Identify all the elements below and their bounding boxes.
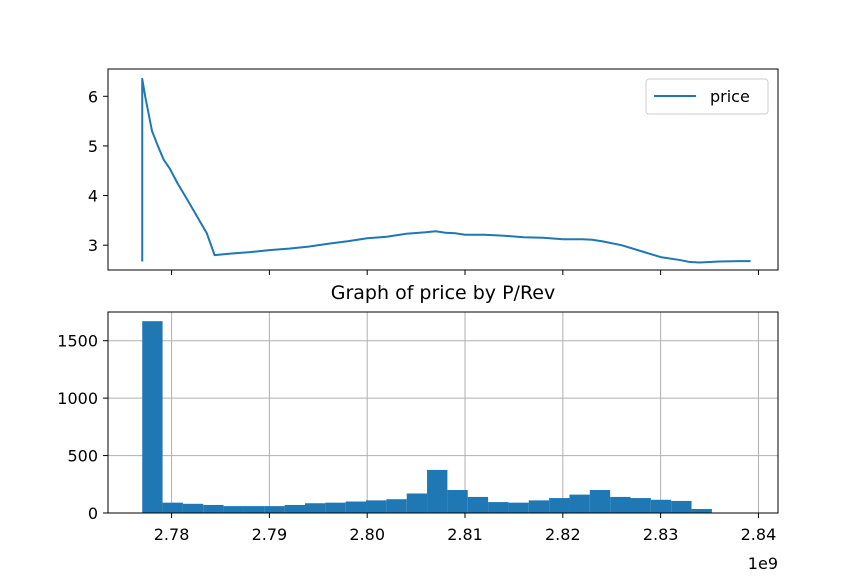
histogram-y-tick-label: 500 [67, 447, 98, 466]
histogram-bar [386, 499, 407, 513]
histogram-y-tick-label: 1000 [57, 389, 98, 408]
histogram-bar [569, 494, 590, 513]
histogram-bar [589, 490, 611, 513]
histogram-x-tick-label: 2.84 [741, 525, 777, 544]
line-chart-frame [107, 68, 779, 271]
histogram-bar [366, 500, 387, 513]
histogram-bar [528, 500, 550, 513]
histogram-title: Graph of price by P/Rev [331, 282, 555, 304]
legend: price [645, 78, 769, 115]
histogram-bar [549, 498, 570, 513]
histogram-bar [467, 496, 489, 513]
histogram-y-tick-label: 0 [88, 504, 98, 523]
histogram-x-tick-label: 2.83 [643, 525, 679, 544]
histogram-bar [264, 506, 285, 513]
histogram-frame [107, 311, 779, 514]
histogram-bar [508, 502, 529, 513]
x-axis-offset-label: 1e9 [748, 554, 778, 573]
price-series-line [141, 77, 751, 264]
histogram-bar [182, 503, 204, 513]
histogram-bar [488, 502, 509, 513]
histogram-bar [243, 506, 265, 513]
histogram-x-tick-label: 2.81 [447, 525, 483, 544]
histogram-bar [345, 501, 367, 513]
histogram-bar [142, 321, 163, 513]
histogram-bar [203, 504, 224, 513]
histogram-y-tick-label: 1500 [57, 332, 98, 351]
line-chart-y-tick-label: 3 [88, 236, 98, 255]
histogram-bars [142, 321, 712, 513]
histogram-x-tick-label: 2.79 [252, 525, 288, 544]
histogram-bar [630, 498, 651, 513]
histogram-bar [610, 496, 631, 513]
histogram-bar [671, 500, 692, 513]
histogram-y-ticks: 0 500 1000 1500 [57, 332, 108, 523]
line-chart-y-ticks: 3 4 5 6 [88, 87, 108, 255]
histogram-x-ticks: 2.78 2.79 2.80 2.81 2.82 2.83 2.84 [154, 513, 776, 544]
histogram-bar [325, 502, 346, 513]
legend-label-price: price [710, 87, 750, 106]
histogram-bar [650, 499, 672, 513]
histogram-bar [406, 493, 428, 513]
histogram-bar [691, 508, 712, 513]
legend-box [645, 78, 769, 115]
line-chart-axes: 3 4 5 6 price [88, 68, 779, 275]
line-chart-y-tick-label: 6 [88, 87, 98, 106]
histogram-bar [162, 502, 183, 513]
line-chart-y-tick-label: 4 [88, 187, 98, 206]
histogram-bar [447, 490, 468, 513]
histogram-bar [427, 469, 448, 513]
histogram-bar [284, 504, 305, 513]
histogram-bar [223, 506, 244, 513]
line-chart-x-ticks [171, 270, 759, 275]
line-chart-y-tick-label: 5 [88, 137, 98, 156]
histogram-x-tick-label: 2.78 [154, 525, 190, 544]
histogram-axes: Graph of price by P/Rev 0 500 1000 1500 2.7… [57, 282, 779, 573]
histogram-x-tick-label: 2.80 [349, 525, 385, 544]
histogram-x-tick-label: 2.82 [545, 525, 581, 544]
histogram-bar [304, 503, 326, 513]
